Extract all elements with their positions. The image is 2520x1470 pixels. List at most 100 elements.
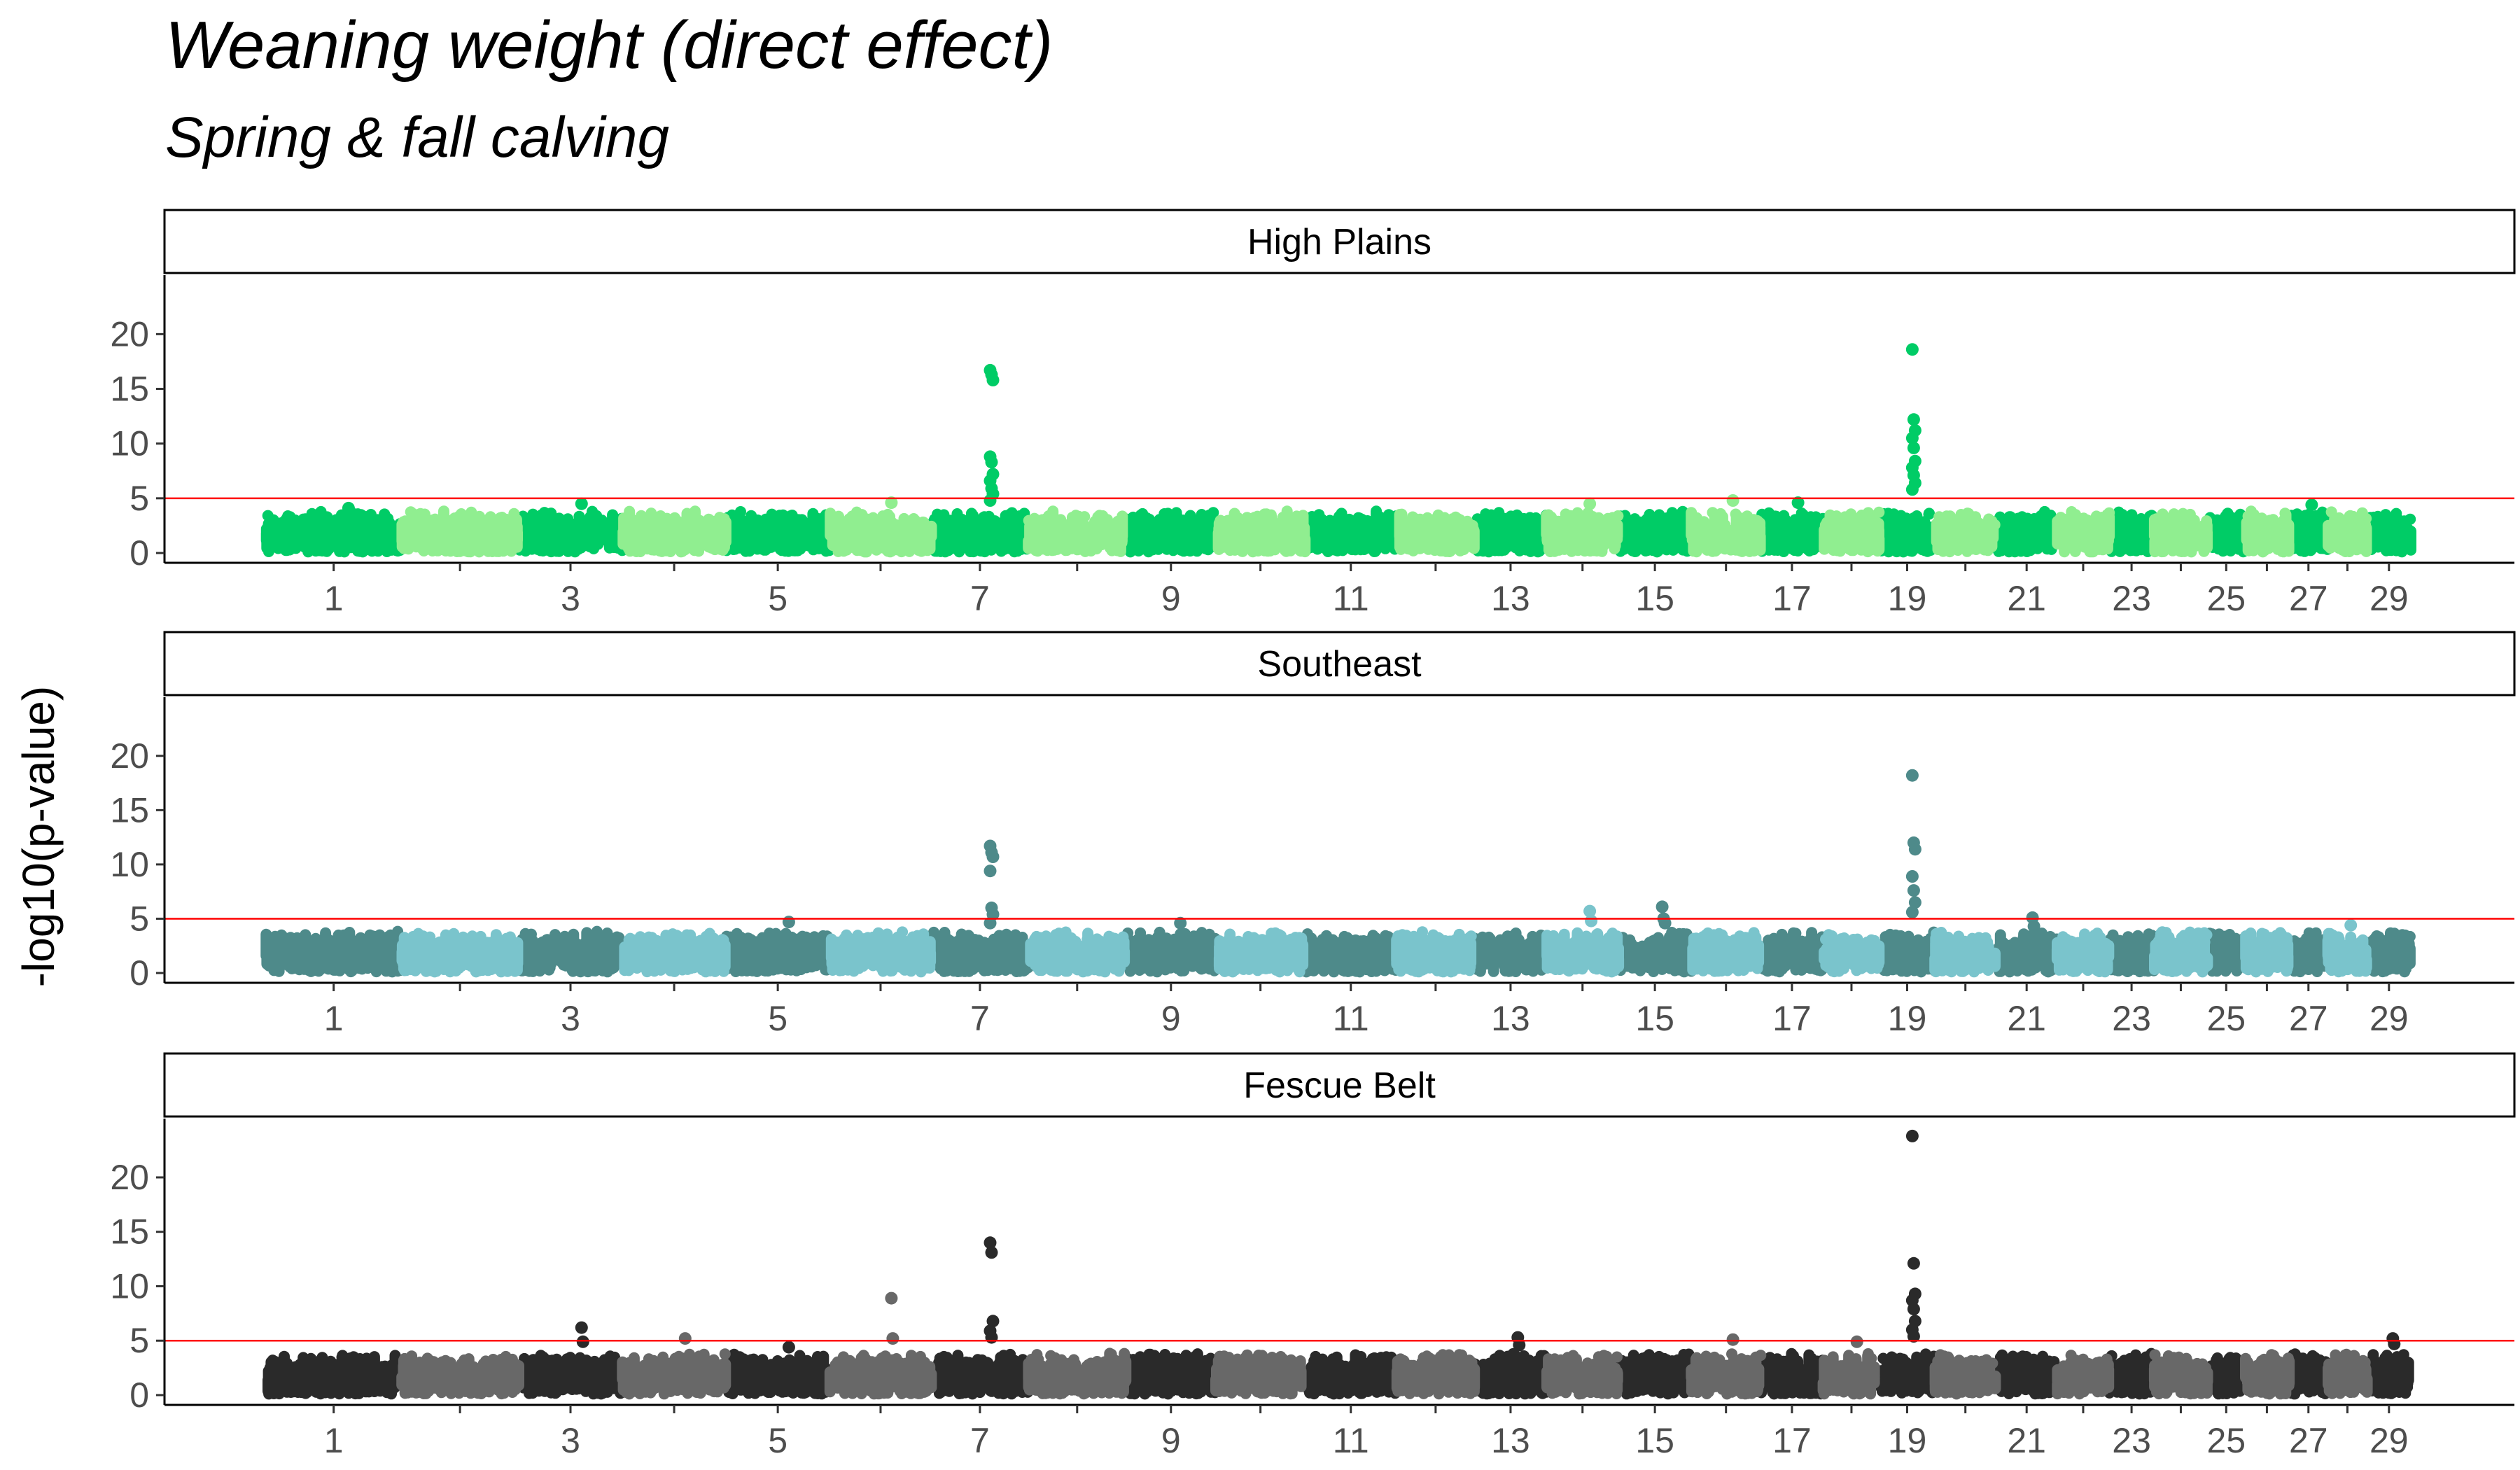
- significant-snp-point: [1726, 494, 1740, 507]
- significant-snp-point: [1791, 496, 1805, 510]
- snp-band-even-chromosomes: [396, 1348, 2373, 1400]
- x-tick-label: 3: [561, 999, 580, 1038]
- significant-snp-point: [1908, 896, 1921, 909]
- x-tick-label: 13: [1491, 999, 1530, 1038]
- facet-strip: [163, 631, 2516, 696]
- snp-points: [260, 769, 2416, 978]
- facet-strip-label: High Plains: [1247, 222, 1432, 262]
- x-tick-label: 23: [2112, 999, 2151, 1038]
- snp-points: [262, 1129, 2414, 1400]
- significant-snp-point: [2388, 1337, 2401, 1350]
- x-tick-label: 5: [768, 579, 788, 618]
- significant-snp-point: [343, 505, 356, 518]
- significant-snp-point: [2027, 920, 2040, 933]
- significant-snp-point: [885, 496, 898, 510]
- significant-snp-point: [2305, 498, 2318, 512]
- y-tick-label: 10: [110, 1266, 149, 1306]
- significant-snp-point: [885, 1292, 898, 1305]
- significant-snp-point: [985, 1331, 998, 1344]
- significant-snp-point: [1726, 1333, 1740, 1346]
- y-tick-label: 0: [130, 1376, 149, 1415]
- significant-snp-point: [1656, 900, 1669, 913]
- x-tick-label: 19: [1888, 999, 1927, 1038]
- significant-snp-point: [575, 1321, 588, 1334]
- significant-snp-point: [1905, 769, 1919, 782]
- x-tick-label: 11: [1333, 579, 1369, 618]
- x-tick-label: 27: [2289, 579, 2328, 618]
- x-tick-label: 9: [1161, 579, 1181, 618]
- significant-snp-point: [1585, 914, 1598, 927]
- significant-snp-point: [1905, 870, 1919, 883]
- significant-snp-point: [983, 916, 997, 930]
- x-tick-label: 27: [2289, 1421, 2328, 1460]
- x-tick-label: 3: [561, 579, 580, 618]
- x-tick-label: 19: [1888, 579, 1927, 618]
- y-tick-label: 10: [110, 845, 149, 884]
- x-tick-label: 1: [324, 579, 344, 618]
- significant-snp-point: [1583, 497, 1597, 510]
- significant-snp-point: [983, 494, 997, 507]
- x-tick-label: 13: [1491, 579, 1530, 618]
- significant-snp-point: [986, 1315, 1000, 1328]
- x-tick-label: 15: [1635, 1421, 1674, 1460]
- y-tick-label: 5: [130, 899, 149, 938]
- x-tick-label: 21: [2007, 579, 2046, 618]
- x-tick-label: 11: [1333, 999, 1369, 1038]
- x-tick-label: 7: [970, 999, 990, 1038]
- significant-snp-point: [1174, 916, 1187, 930]
- significant-snp-point: [1583, 904, 1597, 918]
- x-tick-label: 7: [970, 1421, 990, 1460]
- snp-band-even-chromosomes: [396, 926, 2372, 978]
- x-tick-label: 17: [1772, 579, 1812, 618]
- x-tick-label: 15: [1635, 999, 1674, 1038]
- x-tick-label: 21: [2007, 999, 2046, 1038]
- y-tick-label: 20: [110, 736, 149, 776]
- x-tick-label: 9: [1161, 1421, 1181, 1460]
- significant-snp-point: [782, 1340, 795, 1354]
- x-tick-label: 7: [970, 579, 990, 618]
- x-tick-label: 25: [2206, 1421, 2246, 1460]
- facet-strip-label: Fescue Belt: [1243, 1065, 1436, 1106]
- significant-snp-point: [2344, 918, 2358, 932]
- significant-snp-point: [576, 1335, 589, 1348]
- facet-strip: [163, 209, 2516, 274]
- significant-snp-point: [985, 456, 998, 469]
- x-tick-label: 1: [324, 999, 344, 1038]
- significant-snp-point: [678, 1332, 692, 1345]
- significant-snp-point: [782, 916, 795, 929]
- y-tick-label: 5: [130, 479, 149, 518]
- x-tick-label: 19: [1888, 1421, 1927, 1460]
- y-tick-label: 15: [110, 1212, 149, 1252]
- x-tick-label: 17: [1772, 1421, 1812, 1460]
- significant-snp-point: [1907, 884, 1920, 897]
- x-tick-label: 13: [1491, 1421, 1530, 1460]
- x-tick-label: 17: [1772, 999, 1812, 1038]
- significant-snp-point: [1908, 843, 1921, 856]
- y-tick-label: 15: [110, 370, 149, 409]
- significant-snp-point: [986, 850, 1000, 863]
- x-tick-label: 25: [2206, 579, 2246, 618]
- y-tick-label: 10: [110, 424, 149, 463]
- significant-snp-point: [1905, 1129, 1919, 1142]
- facet-strip: [163, 1052, 2516, 1118]
- significant-snp-point: [1907, 1256, 1920, 1270]
- y-tick-label: 20: [110, 314, 149, 354]
- significant-snp-point: [983, 1236, 997, 1250]
- y-tick-label: 0: [130, 953, 149, 993]
- snp-band-odd-chromosomes: [260, 925, 2416, 978]
- x-tick-label: 1: [324, 1421, 344, 1460]
- x-tick-label: 25: [2206, 999, 2246, 1038]
- significant-snp-point: [985, 1246, 998, 1259]
- x-tick-label: 23: [2112, 1421, 2151, 1460]
- snp-band-odd-chromosomes: [262, 1348, 2414, 1400]
- x-tick-label: 5: [768, 999, 788, 1038]
- x-tick-label: 3: [561, 1421, 580, 1460]
- significant-snp-point: [1907, 413, 1920, 426]
- significant-snp-point: [983, 864, 997, 878]
- chart-title: Weaning weight (direct effect): [165, 8, 1054, 83]
- significant-snp-point: [1905, 343, 1919, 356]
- x-tick-label: 11: [1333, 1421, 1369, 1460]
